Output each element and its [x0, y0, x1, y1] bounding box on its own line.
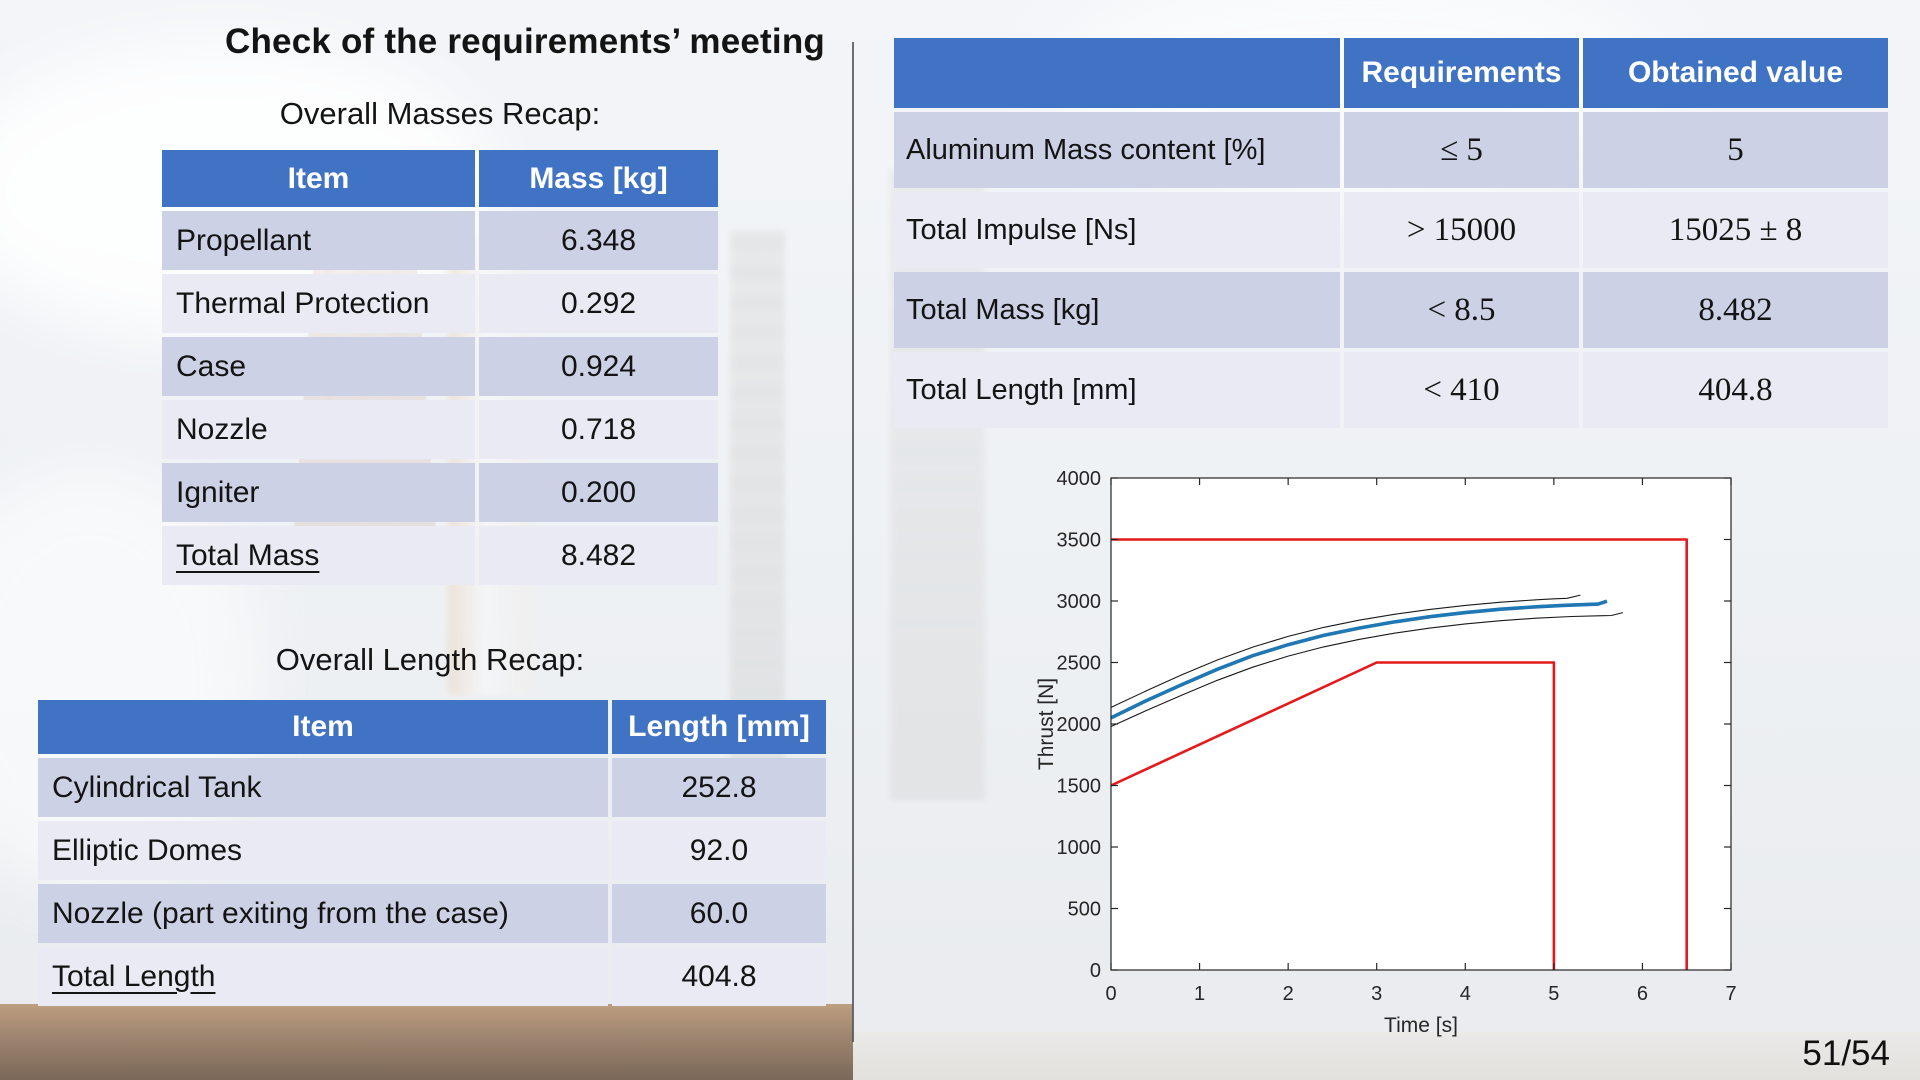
series-thrust-nominal — [1110, 599, 1608, 720]
svg-text:1000: 1000 — [1057, 837, 1102, 859]
requirements-header-blank — [894, 38, 1340, 108]
svg-text:0: 0 — [1090, 960, 1101, 982]
masses-row-item: Thermal Protection — [162, 274, 475, 333]
masses-row-item: Case — [162, 337, 475, 396]
masses-row-value: 0.200 — [479, 463, 718, 522]
length-total-item: Total Length — [38, 947, 608, 1006]
svg-text:6: 6 — [1637, 983, 1648, 1005]
background-ground — [0, 1004, 853, 1080]
length-row-item: Cylindrical Tank — [38, 758, 608, 817]
svg-text:4000: 4000 — [1057, 468, 1102, 490]
requirements-table: Requirements Obtained value Aluminum Mas… — [894, 38, 1888, 428]
svg-text:2: 2 — [1283, 983, 1294, 1005]
masses-row-value: 6.348 — [479, 211, 718, 270]
series-lower-requirement-bound — [1110, 661, 1556, 970]
slide-title: Check of the requirements’ meeting — [224, 22, 825, 61]
page-number: 51/54 — [1802, 1034, 1890, 1073]
vertical-divider — [852, 42, 854, 1042]
svg-text:Time [s]: Time [s] — [1384, 1014, 1458, 1037]
masses-row-item: Propellant — [162, 211, 475, 270]
masses-row-value: 0.718 — [479, 400, 718, 459]
svg-text:3: 3 — [1371, 983, 1382, 1005]
svg-text:4: 4 — [1460, 983, 1471, 1005]
svg-text:1: 1 — [1194, 983, 1205, 1005]
masses-row-value: 0.292 — [479, 274, 718, 333]
requirements-row-item: Total Impulse [Ns] — [894, 192, 1340, 268]
masses-header-mass: Mass [kg] — [479, 150, 718, 207]
length-row-item: Nozzle (part exiting from the case) — [38, 884, 608, 943]
svg-text:500: 500 — [1068, 899, 1101, 921]
masses-total-item: Total Mass — [162, 526, 475, 585]
masses-subtitle: Overall Masses Recap: — [279, 96, 601, 131]
requirements-row-item: Total Length [mm] — [894, 352, 1340, 428]
length-total-label: Total Length — [52, 959, 216, 993]
requirements-row-obtained: 404.8 — [1583, 352, 1888, 428]
thrust-chart-svg: 0 1 2 3 4 5 6 7 0 500 1000 1500 2000 2500 3000 3500 4000… — [1035, 468, 1737, 1037]
svg-text:Thrust [N]: Thrust [N] — [1035, 678, 1058, 770]
requirements-row-req: < 410 — [1344, 352, 1579, 428]
length-row-value: 60.0 — [612, 884, 826, 943]
svg-text:0: 0 — [1105, 983, 1116, 1005]
svg-text:3000: 3000 — [1057, 591, 1102, 613]
requirements-row-obtained: 15025 ± 8 — [1583, 192, 1888, 268]
series-upper-requirement-bound — [1111, 538, 1689, 970]
svg-text:2000: 2000 — [1057, 714, 1102, 736]
requirements-header-obtained: Obtained value — [1583, 38, 1888, 108]
requirements-row-req: > 15000 — [1344, 192, 1579, 268]
requirements-row-item: Total Mass [kg] — [894, 272, 1340, 348]
length-row-item: Elliptic Domes — [38, 821, 608, 880]
requirements-header-req: Requirements — [1344, 38, 1579, 108]
length-header-item: Item — [38, 700, 608, 754]
series-thrust-upper-uncertainty — [1110, 594, 1581, 708]
masses-row-item: Nozzle — [162, 400, 475, 459]
masses-row-value: 0.924 — [479, 337, 718, 396]
length-row-value: 252.8 — [612, 758, 826, 817]
masses-table: Item Mass [kg] Propellant 6.348 Thermal … — [162, 150, 718, 585]
svg-text:5: 5 — [1548, 983, 1559, 1005]
masses-total-value: 8.482 — [479, 526, 718, 585]
masses-row-item: Igniter — [162, 463, 475, 522]
series-thrust-lower-uncertainty — [1110, 612, 1624, 728]
requirements-row-obtained: 5 — [1583, 112, 1888, 188]
length-row-value: 92.0 — [612, 821, 826, 880]
svg-text:2500: 2500 — [1057, 653, 1102, 675]
length-header-length: Length [mm] — [612, 700, 826, 754]
masses-header-item: Item — [162, 150, 475, 207]
requirements-row-obtained: 8.482 — [1583, 272, 1888, 348]
requirements-row-req: < 8.5 — [1344, 272, 1579, 348]
svg-text:3500: 3500 — [1057, 530, 1102, 552]
requirements-row-req: ≤ 5 — [1344, 112, 1579, 188]
length-subtitle: Overall Length Recap: — [275, 642, 585, 677]
requirements-row-item: Aluminum Mass content [%] — [894, 112, 1340, 188]
svg-text:7: 7 — [1725, 983, 1736, 1005]
length-table: Item Length [mm] Cylindrical Tank 252.8 … — [38, 700, 826, 1006]
svg-text:1500: 1500 — [1057, 776, 1102, 798]
masses-total-label: Total Mass — [176, 538, 320, 572]
length-total-value: 404.8 — [612, 947, 826, 1006]
thrust-time-chart: 0 1 2 3 4 5 6 7 0 500 1000 1500 2000 2500 3000 3500 4000… — [1020, 440, 1760, 1060]
